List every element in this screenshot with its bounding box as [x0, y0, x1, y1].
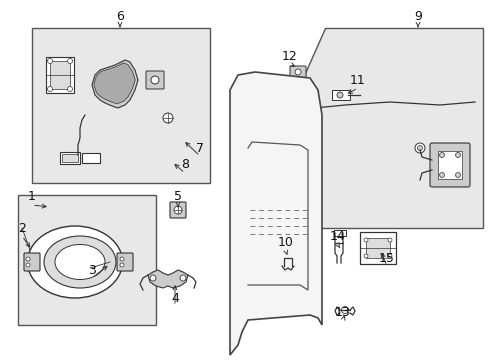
Circle shape: [151, 76, 159, 84]
Bar: [333, 230, 346, 236]
Text: 12: 12: [282, 49, 297, 63]
Text: 13: 13: [334, 306, 350, 319]
Polygon shape: [92, 60, 138, 108]
Circle shape: [120, 263, 124, 267]
Text: 9: 9: [413, 9, 421, 22]
Circle shape: [312, 106, 316, 110]
Polygon shape: [148, 270, 187, 288]
FancyBboxPatch shape: [429, 143, 469, 187]
Bar: [32, 28, 209, 183]
Circle shape: [341, 306, 348, 314]
Bar: [50, 61, 70, 89]
Circle shape: [363, 238, 367, 242]
FancyBboxPatch shape: [24, 253, 40, 271]
Circle shape: [67, 86, 72, 91]
Circle shape: [336, 92, 342, 98]
Circle shape: [439, 153, 444, 158]
Circle shape: [430, 156, 438, 164]
Circle shape: [150, 275, 156, 281]
Circle shape: [47, 58, 52, 63]
Circle shape: [454, 153, 460, 158]
Ellipse shape: [27, 226, 122, 298]
Bar: [18, 195, 156, 325]
Circle shape: [285, 259, 290, 265]
Circle shape: [310, 104, 318, 112]
Text: 14: 14: [329, 230, 345, 243]
Text: 2: 2: [18, 221, 26, 234]
Circle shape: [47, 86, 52, 91]
Circle shape: [26, 257, 30, 261]
Circle shape: [454, 172, 460, 177]
Bar: [60, 152, 80, 164]
Circle shape: [174, 206, 182, 214]
Bar: [82, 153, 100, 163]
Circle shape: [387, 238, 391, 242]
Circle shape: [414, 143, 424, 153]
Bar: [365, 238, 389, 258]
Polygon shape: [94, 63, 135, 104]
Text: 11: 11: [349, 73, 365, 86]
FancyBboxPatch shape: [146, 71, 163, 89]
Circle shape: [439, 172, 444, 177]
Polygon shape: [229, 72, 321, 355]
Text: 8: 8: [181, 158, 189, 171]
Circle shape: [163, 113, 173, 123]
Text: 5: 5: [174, 189, 182, 202]
Circle shape: [26, 263, 30, 267]
Text: 3: 3: [88, 264, 96, 276]
Circle shape: [180, 275, 185, 281]
Ellipse shape: [44, 236, 116, 288]
Polygon shape: [305, 28, 482, 228]
Bar: [46, 57, 74, 93]
Circle shape: [387, 254, 391, 258]
FancyBboxPatch shape: [289, 66, 305, 78]
Text: 4: 4: [171, 292, 179, 305]
Bar: [62, 154, 78, 162]
Circle shape: [120, 257, 124, 261]
FancyBboxPatch shape: [117, 253, 133, 271]
Bar: [331, 90, 349, 100]
Circle shape: [417, 145, 422, 150]
Circle shape: [67, 58, 72, 63]
Circle shape: [363, 254, 367, 258]
Text: 10: 10: [278, 237, 293, 249]
Text: 7: 7: [196, 141, 203, 154]
FancyBboxPatch shape: [170, 202, 185, 218]
Bar: [437, 151, 461, 179]
Circle shape: [294, 69, 301, 75]
Text: 15: 15: [378, 252, 394, 265]
Text: 1: 1: [28, 190, 36, 203]
Ellipse shape: [55, 244, 105, 279]
Text: 6: 6: [116, 9, 123, 22]
Bar: [359, 232, 395, 264]
